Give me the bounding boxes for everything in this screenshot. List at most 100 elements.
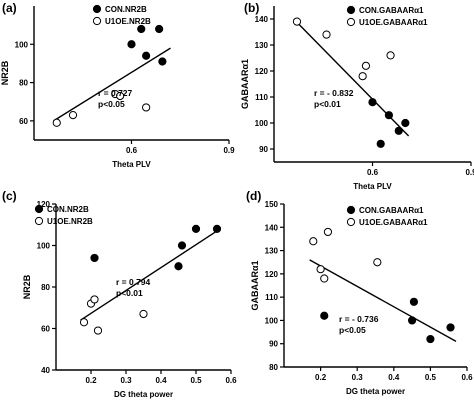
y-tick-label: 100 <box>255 119 269 128</box>
panel-label: (b) <box>244 1 259 15</box>
regression-line <box>309 259 457 342</box>
y-tick-label: 90 <box>259 145 268 154</box>
y-tick-label: 60 <box>19 117 28 126</box>
x-tick-label: 0.4 <box>388 373 400 382</box>
u1oe-point <box>316 265 325 274</box>
con-point <box>401 118 410 128</box>
u1oe-point <box>320 274 329 283</box>
u1oe-point <box>386 51 395 60</box>
stats-text: r = 0.794 <box>116 277 151 287</box>
legend-label: CON.NR2B <box>105 5 147 14</box>
con-point <box>90 253 99 263</box>
con-point <box>212 224 222 233</box>
y-tick-label: 110 <box>255 93 268 102</box>
x-tick-label: 0.2 <box>315 373 327 382</box>
con-point <box>446 323 455 332</box>
stats-text: p<0.01 <box>314 99 341 109</box>
y-tick-label: 40 <box>41 366 50 375</box>
con-point <box>368 98 377 107</box>
y-tick-label: 120 <box>255 67 269 76</box>
legend-label: U1OE.GABAARα1 <box>359 218 428 227</box>
legend-marker <box>346 17 356 27</box>
legend-label: CON.GABAARα1 <box>359 6 424 15</box>
y-tick-label: 150 <box>265 200 279 209</box>
con-point <box>408 316 417 325</box>
y-tick-label: 120 <box>265 270 279 279</box>
con-point <box>320 311 329 320</box>
u1oe-point <box>68 111 78 120</box>
legend-label: CON.GABAARα1 <box>359 206 424 215</box>
panel-label: (a) <box>2 1 17 15</box>
legend-marker <box>92 16 102 26</box>
y-tick-label: 130 <box>265 247 279 256</box>
y-tick-label: 90 <box>269 340 278 349</box>
con-point <box>426 334 435 344</box>
x-tick-label: 0.6 <box>225 376 237 385</box>
u1oe-point <box>90 295 99 304</box>
con-point <box>177 241 187 250</box>
x-tick-label: 0.2 <box>85 376 97 385</box>
y-axis-label: NR2B <box>0 60 10 85</box>
legend-marker <box>346 205 356 215</box>
legend-label: U1OE.NR2B <box>105 17 151 26</box>
stats-text: r = - 0.832 <box>314 88 354 98</box>
legend-label: CON.NR2B <box>47 205 89 214</box>
y-tick-label: 60 <box>41 325 50 334</box>
con-point <box>394 126 403 135</box>
x-tick-label: 0.5 <box>425 373 437 382</box>
y-tick-label: 80 <box>41 283 50 292</box>
panel-a: (a) 0.6 0.9 60 80 100 Theta PLV NR2B CON.NR2B U1O… <box>0 1 235 169</box>
con-point <box>174 262 183 271</box>
con-point <box>376 139 385 148</box>
u1oe-point <box>116 91 125 101</box>
x-tick-label: 0.9 <box>223 146 235 155</box>
con-point <box>137 24 146 34</box>
regression-line <box>53 47 171 122</box>
x-axis-label: DG theta power <box>346 387 405 396</box>
stats-text: r = 0.727 <box>98 88 133 98</box>
y-tick-label: 140 <box>265 223 279 232</box>
panel-c: (c) 0.2 0.3 0.4 0.5 0.6 40 60 80 100 120 DG theta p… <box>2 189 237 399</box>
stats-text: p<0.05 <box>339 325 366 335</box>
y-tick-label: 80 <box>269 363 278 372</box>
u1oe-point <box>373 258 382 267</box>
con-point <box>158 57 167 66</box>
con-point <box>142 51 151 60</box>
y-tick-label: 110 <box>265 293 278 302</box>
y-axis-label: GABAARα1 <box>240 59 250 109</box>
x-axis-label: DG theta power <box>114 390 173 399</box>
u1oe-point <box>139 309 148 319</box>
u1oe-point <box>79 318 89 327</box>
stats-text: p<0.01 <box>116 288 143 298</box>
y-tick-label: 120 <box>37 200 51 209</box>
u1oe-point <box>361 61 371 70</box>
legend-label: U1OE.GABAARα1 <box>359 18 428 27</box>
y-tick-label: 130 <box>255 41 269 50</box>
legend-marker <box>34 204 44 214</box>
x-tick-label: 0.6 <box>126 146 138 155</box>
y-tick-label: 100 <box>265 316 279 325</box>
u1oe-point <box>322 30 331 39</box>
con-point <box>155 24 164 34</box>
panel-b: (b) 0.6 0.9 90 100 110 120 130 140 Theta PLV GABAA… <box>240 1 474 191</box>
y-tick-label: 140 <box>255 15 269 24</box>
legend-marker <box>346 217 356 227</box>
u1oe-point <box>323 227 333 237</box>
legend-marker <box>346 5 356 15</box>
u1oe-point <box>309 237 318 246</box>
x-tick-label: 0.4 <box>155 376 167 385</box>
u1oe-point <box>292 17 302 26</box>
con-point <box>409 297 419 306</box>
legend-label: U1OE.NR2B <box>47 217 93 226</box>
legend-marker <box>34 216 44 226</box>
y-tick-label: 100 <box>15 40 29 49</box>
y-axis-label: GABAARα1 <box>250 260 260 310</box>
legend-marker <box>92 4 102 14</box>
x-axis-label: Theta PLV <box>353 182 392 191</box>
u1oe-point <box>52 118 61 127</box>
x-tick-label: 0.6 <box>367 168 379 177</box>
con-point <box>384 111 394 120</box>
y-tick-label: 100 <box>37 242 51 251</box>
con-point <box>127 40 136 49</box>
